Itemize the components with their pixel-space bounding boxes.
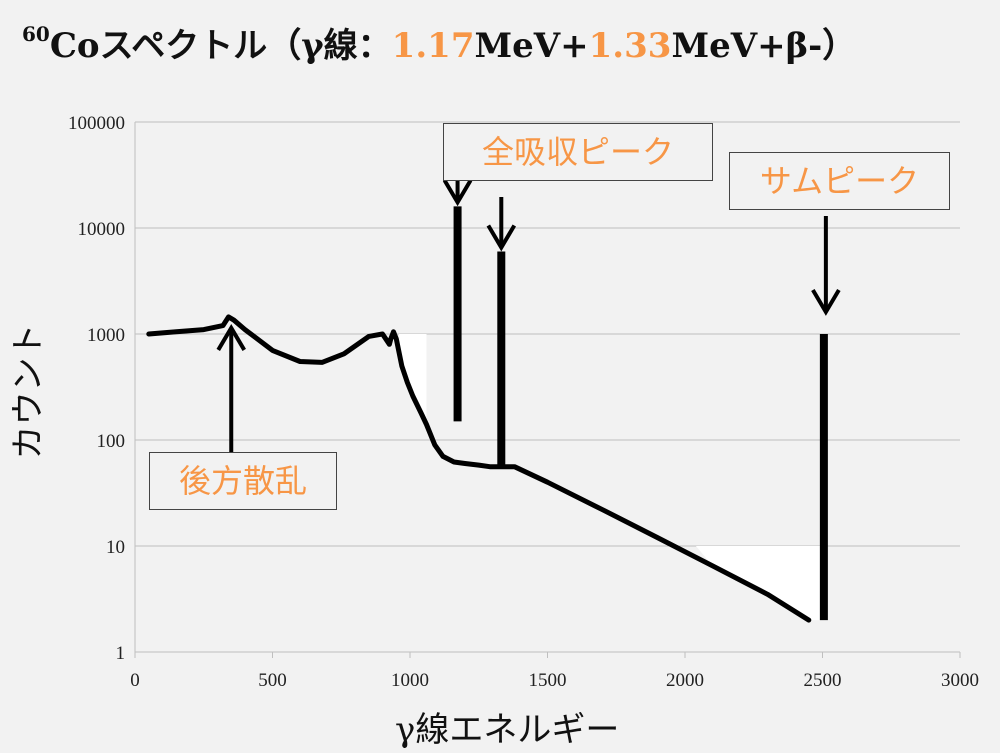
region-fill-sum: [696, 546, 824, 621]
page-title: 60Coスペクトル（γ線：1.17MeV+1.33MeV+β-）: [22, 18, 856, 67]
y-tick-label-100000: 100000: [68, 113, 125, 134]
x-tick-label-2000: 2000: [666, 670, 704, 691]
x-tick-label-0: 0: [130, 670, 140, 691]
arrow-backscatter-head: [216, 323, 246, 351]
title-mass-number: 60: [22, 22, 50, 46]
y-tick-label-1: 1: [116, 643, 126, 664]
y-tick-label-10000: 10000: [78, 219, 126, 240]
title-energy-1: 1.17: [391, 26, 475, 66]
arrow-full-peak-2-head: [486, 224, 517, 252]
title-energy-2: 1.33: [588, 26, 672, 66]
title-unit-1: MeV+: [474, 26, 589, 66]
y-axis-label: カウント: [8, 323, 49, 460]
annotation-backscatter: 後方散乱: [149, 452, 337, 510]
y-tick-label-100: 100: [97, 431, 126, 452]
title-element: Co: [49, 26, 100, 66]
title-unit-2: MeV+β-）: [671, 26, 857, 66]
y-tick-label-1000: 1000: [87, 325, 125, 346]
x-tick-label-2500: 2500: [804, 670, 842, 691]
x-axis-ticks: 0 500 1000 1500 2000 2500 3000: [130, 652, 979, 691]
arrow-backscatter: [216, 323, 246, 452]
arrow-sum-peak: [811, 216, 841, 316]
x-axis-label: γ線エネルギー: [395, 710, 620, 750]
region-fill-compton: [399, 334, 427, 425]
arrow-full-peak-1-head: [442, 179, 473, 207]
arrow-sum-peak-head: [811, 288, 841, 316]
title-text: スペクトル（γ線：: [99, 26, 392, 66]
y-axis-ticks: 1 10 100 1000 10000 100000: [68, 113, 125, 664]
annotation-sum-peak: サムピーク: [729, 152, 950, 210]
x-tick-label-3000: 3000: [941, 670, 979, 691]
y-tick-label-10: 10: [106, 537, 125, 558]
chart-series: [146, 206, 828, 623]
annotation-full-absorption-peak: 全吸収ピーク: [443, 123, 713, 181]
x-tick-label-1500: 1500: [529, 670, 567, 691]
x-tick-label-1000: 1000: [391, 670, 429, 691]
spectrum-line: [146, 314, 812, 623]
arrow-full-peak-2: [486, 197, 517, 252]
x-tick-label-500: 500: [258, 670, 287, 691]
